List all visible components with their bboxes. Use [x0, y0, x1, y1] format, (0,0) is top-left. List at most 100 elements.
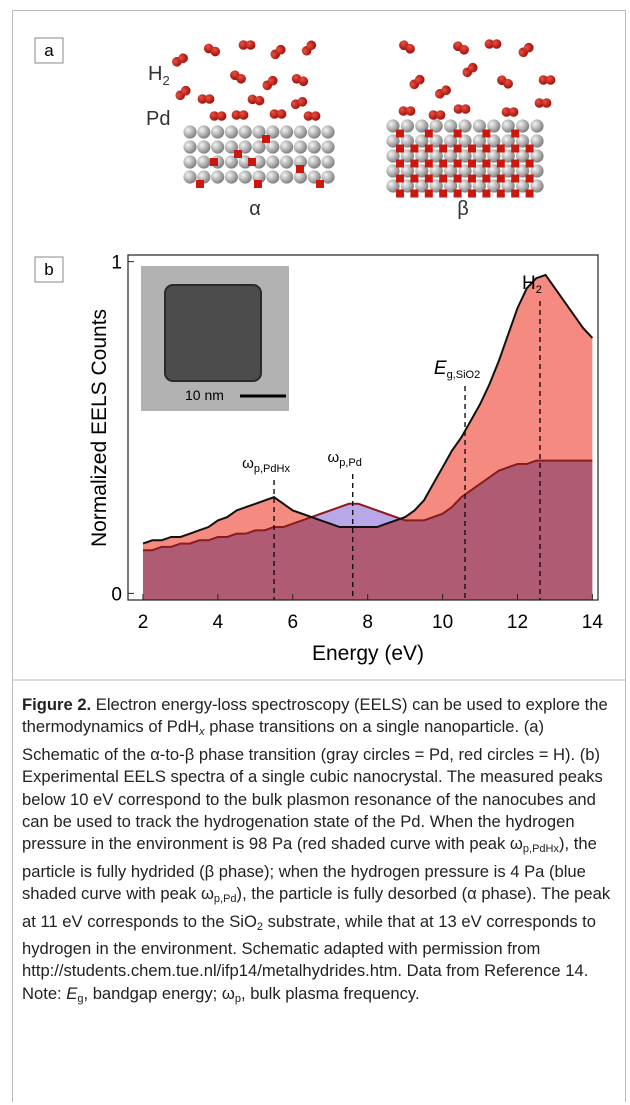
h2-sub: 2	[162, 73, 169, 88]
h-atom	[468, 174, 476, 183]
pd-atom	[224, 155, 238, 169]
caption-text: ), the particle is fully desorbed (α pha…	[22, 884, 611, 931]
h-atom	[525, 159, 534, 168]
caption-text: x	[199, 726, 205, 739]
h-atom	[231, 110, 242, 120]
h-atom	[424, 174, 433, 183]
pd-atom	[386, 134, 400, 148]
h-atom	[267, 75, 278, 86]
pd-atom	[266, 140, 280, 154]
pd-atom	[444, 179, 458, 193]
h2-molecule	[175, 85, 191, 101]
pd-atom	[530, 164, 544, 178]
h-atom	[511, 174, 520, 183]
h-atom	[424, 129, 433, 138]
pd-atom	[307, 140, 321, 154]
h-atom	[439, 159, 448, 168]
pd-atom	[211, 170, 225, 184]
y-tick-label: 1	[111, 253, 122, 274]
h-atom	[453, 189, 462, 198]
pd-atom	[415, 134, 429, 148]
x-tick-label: 14	[582, 612, 604, 633]
h-atom	[468, 189, 476, 198]
pd-atom	[472, 134, 486, 148]
pd-atom	[238, 170, 252, 184]
h-atom	[216, 111, 227, 121]
pd-atom	[280, 155, 294, 169]
pd-atom	[386, 119, 400, 133]
h-atom	[410, 189, 419, 198]
h-atom	[453, 104, 464, 114]
panel-label: a	[44, 41, 54, 60]
h2-molecule	[453, 104, 471, 114]
panel-label-box	[34, 256, 64, 283]
h-atom	[496, 189, 505, 198]
pd-atom	[415, 119, 429, 133]
pd-atom	[280, 140, 294, 154]
pd-atom	[472, 164, 486, 178]
h2-molecule	[209, 111, 227, 121]
h-atom	[414, 74, 425, 85]
h-atom	[303, 111, 314, 121]
h2-molecule	[534, 98, 552, 108]
h-atom	[460, 104, 471, 114]
h-atom	[491, 39, 502, 49]
pd-atom	[238, 125, 252, 139]
h-atom	[525, 174, 534, 183]
caption-text: , bulk plasma frequency.	[240, 983, 420, 1003]
h2-molecule	[262, 75, 278, 91]
pd-atom	[400, 119, 414, 133]
pd-atom	[444, 164, 458, 178]
h-atom	[482, 174, 491, 183]
annotation-sub: p,PdHx	[254, 463, 291, 475]
h2-molecule	[231, 110, 249, 120]
annotation-text: ω	[328, 449, 340, 466]
h-atom	[276, 109, 287, 119]
pd-atom	[386, 164, 400, 178]
pd-atom	[293, 170, 307, 184]
pd-atom	[224, 125, 238, 139]
h-atom	[410, 144, 419, 153]
pd-atom	[444, 149, 458, 163]
y-tick-label: 0	[111, 584, 122, 605]
pd-atom	[293, 140, 307, 154]
h-atom	[405, 106, 416, 116]
annotation-text: ω	[242, 455, 254, 472]
pd-atom	[183, 170, 197, 184]
h-atom	[441, 85, 451, 96]
caption-text: ), the particle is fully hydrided (β pha…	[22, 834, 597, 904]
h-atom	[482, 129, 491, 138]
h-atom	[496, 174, 505, 183]
pd-atom	[400, 134, 414, 148]
beta-label: β	[457, 198, 469, 220]
h-atom	[484, 39, 495, 49]
h-atom	[424, 159, 433, 168]
h2-molecule	[462, 62, 478, 78]
h-atom	[396, 174, 404, 183]
h-atom	[453, 174, 462, 183]
h2-molecule	[497, 75, 513, 89]
h2-molecule	[303, 111, 321, 121]
h-atom	[538, 75, 549, 85]
pd-atom	[444, 134, 458, 148]
h-atom	[398, 106, 409, 116]
h-atom	[396, 189, 404, 198]
pd-atom	[501, 149, 515, 163]
pd-atom	[501, 119, 515, 133]
pd-atom	[280, 170, 294, 184]
pd-atom	[472, 119, 486, 133]
caption-text: phase transitions on a single nanopartic…	[22, 717, 603, 854]
caption: Figure 2. Electron energy-loss spectrosc…	[22, 694, 618, 1010]
h-atom	[238, 110, 249, 120]
pd-atom	[400, 149, 414, 163]
pd-atom	[415, 164, 429, 178]
h-atom	[410, 159, 419, 168]
h-atom	[496, 159, 505, 168]
pd-atom	[429, 119, 443, 133]
h-atom	[316, 180, 324, 188]
pd-atom	[197, 125, 211, 139]
pd-atom	[458, 134, 472, 148]
h2-molecule	[270, 44, 286, 60]
pd-atom	[252, 140, 266, 154]
